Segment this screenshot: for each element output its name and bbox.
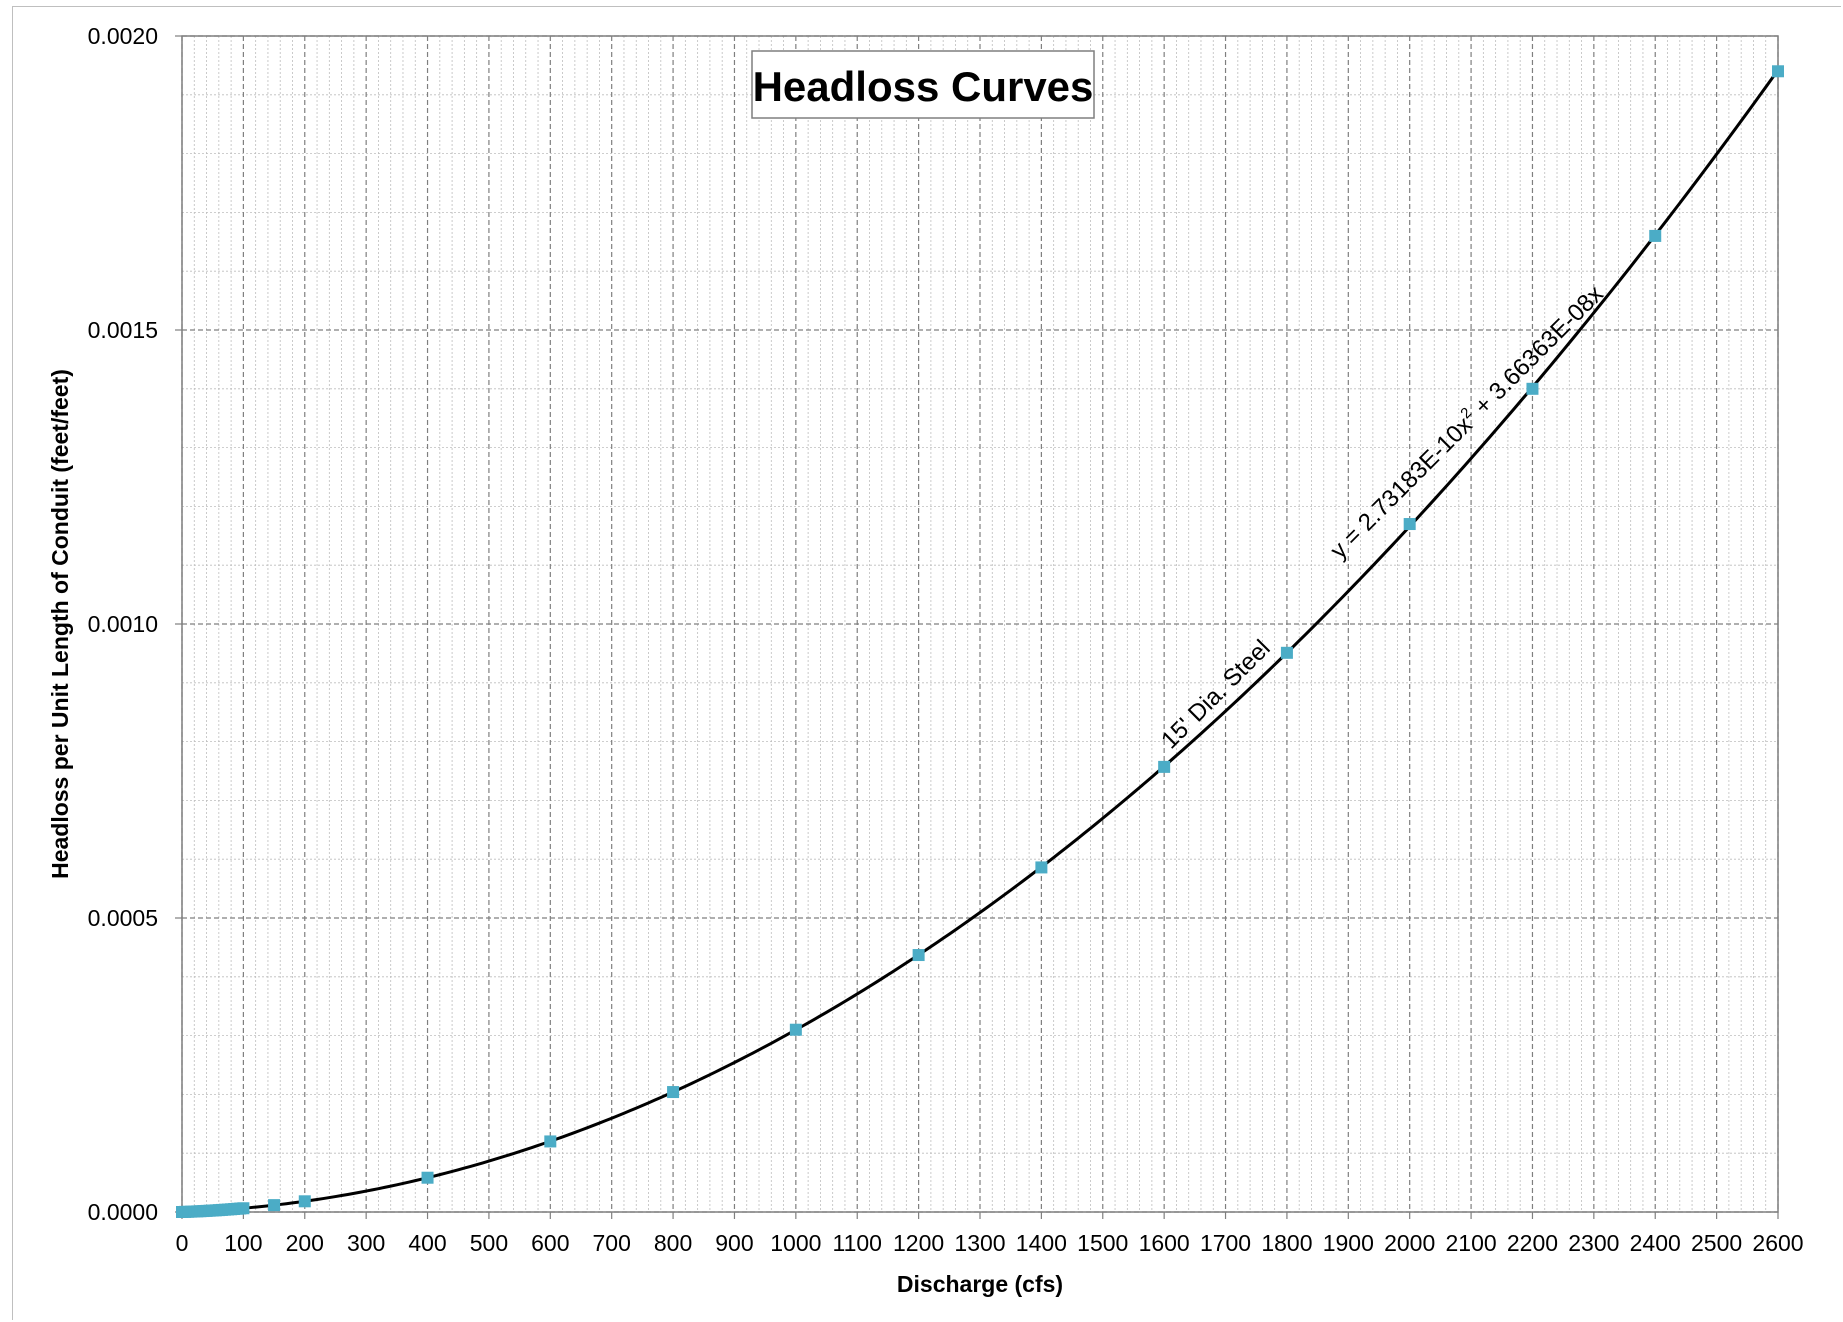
data-point [237, 1202, 250, 1215]
chart-title: Headloss Curves [753, 63, 1094, 110]
data-point [268, 1199, 281, 1212]
plot-border [181, 35, 1779, 1213]
x-tick-label: 2300 [1568, 1230, 1619, 1256]
x-tick-label: 1000 [770, 1230, 821, 1256]
data-markers [176, 65, 1784, 1218]
y-tick-label: 0.0015 [88, 317, 158, 343]
x-tick-label: 1200 [893, 1230, 944, 1256]
x-tick-label: 2100 [1445, 1230, 1496, 1256]
x-tick-label: 1600 [1139, 1230, 1190, 1256]
x-tick-label: 1800 [1261, 1230, 1312, 1256]
x-tick-label: 400 [408, 1230, 446, 1256]
x-tick-label: 1400 [1016, 1230, 1067, 1256]
data-point [298, 1195, 311, 1208]
chart-frame [12, 6, 1841, 1320]
x-tick-label: 2400 [1630, 1230, 1681, 1256]
data-point [1158, 760, 1171, 773]
x-tick-label: 700 [593, 1230, 631, 1256]
y-tick-label: 0.0020 [88, 23, 158, 49]
y-axis-title: Headloss per Unit Length of Conduit (fee… [47, 369, 73, 879]
x-tick-label: 1500 [1077, 1230, 1128, 1256]
x-tick-label: 100 [224, 1230, 262, 1256]
x-tick-label: 500 [470, 1230, 508, 1256]
data-point [1526, 382, 1539, 395]
x-tick-label: 2500 [1691, 1230, 1742, 1256]
y-tick-label: 0.0010 [88, 611, 158, 637]
data-point [1649, 229, 1662, 242]
x-tick-label: 600 [531, 1230, 569, 1256]
x-tick-label: 300 [347, 1230, 385, 1256]
chart-title-box [751, 50, 1095, 119]
x-tick-label: 2600 [1752, 1230, 1803, 1256]
x-tick-label: 900 [715, 1230, 753, 1256]
data-point [421, 1171, 434, 1184]
x-tick-label: 200 [286, 1230, 324, 1256]
x-tick-label: 0 [176, 1230, 189, 1256]
x-tick-label: 1700 [1200, 1230, 1251, 1256]
data-point [1280, 646, 1293, 659]
data-point [1772, 65, 1784, 78]
trendline [181, 69, 1780, 1214]
y-tick-label: 0.0000 [88, 1199, 158, 1225]
data-point [1035, 861, 1048, 874]
data-point [667, 1086, 680, 1099]
x-tick-label: 2000 [1384, 1230, 1435, 1256]
x-tick-label: 2200 [1507, 1230, 1558, 1256]
x-tick-labels: 0 100 200 300 400 500 600 700 800 900 1000 1100 1200… [176, 1230, 1804, 1256]
x-tick-label: 800 [654, 1230, 692, 1256]
data-point [544, 1135, 557, 1148]
x-tick-label: 1900 [1323, 1230, 1374, 1256]
data-point [789, 1023, 802, 1036]
x-tick-label: 1300 [954, 1230, 1005, 1256]
x-axis-title: Discharge (cfs) [897, 1271, 1063, 1297]
data-point [1403, 518, 1416, 531]
y-tick-label: 0.0005 [88, 905, 158, 931]
x-tick-label: 1100 [832, 1230, 881, 1256]
y-tick-labels: 0.0000 0.0005 0.0010 0.0015 0.0020 [88, 23, 158, 1225]
data-point [912, 949, 925, 962]
